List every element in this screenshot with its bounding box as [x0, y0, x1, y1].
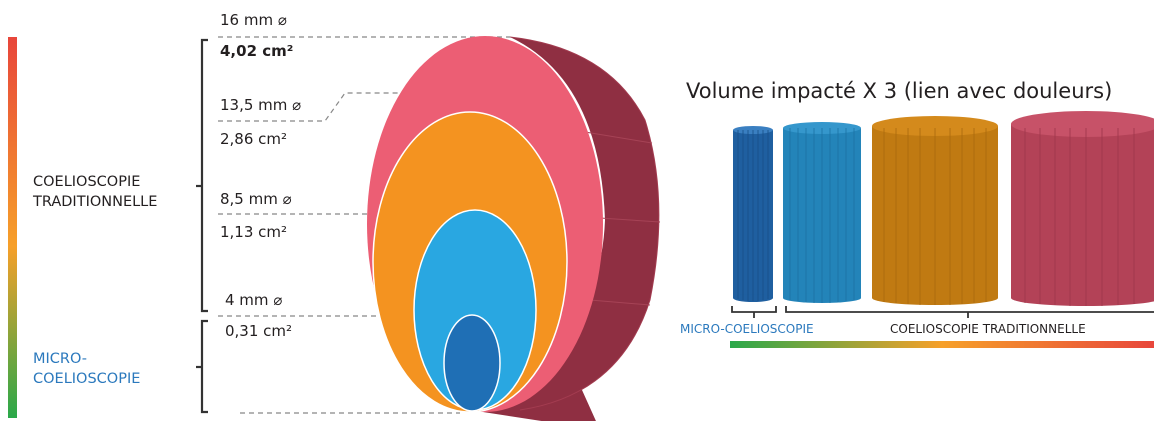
- size-13-5mm-diameter: 13,5 mm ⌀: [220, 97, 301, 114]
- size-8-5mm-area: 1,13 cm²: [220, 223, 288, 241]
- diameter-value: 16 mm: [220, 11, 274, 29]
- size-4mm-area: 0,31 cm²: [225, 322, 293, 340]
- cylinder-13-5mm: [872, 116, 998, 305]
- cylinder-micro: [733, 126, 773, 302]
- left-gradient-bar: [8, 37, 17, 418]
- volume-label-traditional: COELIOSCOPIE TRADITIONNELLE: [890, 322, 1086, 336]
- size-4mm-diameter: 4 mm ⌀: [225, 292, 282, 309]
- leader-lines: [218, 36, 510, 414]
- diameter-value: 8,5 mm: [220, 190, 278, 208]
- cylinder-8-5mm: [783, 122, 861, 303]
- bracket-traditional: [196, 38, 208, 313]
- diameter-icon: ⌀: [277, 11, 287, 29]
- size-13-5mm-area: 2,86 cm²: [220, 130, 288, 148]
- category-micro: MICRO- COELIOSCOPIE: [33, 349, 140, 389]
- category-traditional-line2: TRADITIONNELLE: [33, 194, 158, 210]
- diameter-icon: ⌀: [273, 291, 283, 309]
- cylinder-16mm: [1011, 111, 1154, 306]
- bracket-volume-traditional: [785, 306, 1154, 318]
- volume-title: Volume impacté X 3 (lien avec douleurs): [686, 79, 1113, 103]
- bracket-volume-micro: [731, 306, 777, 318]
- diameter-icon: ⌀: [292, 96, 302, 114]
- volume-label-micro: MICRO-COELIOSCOPIE: [680, 322, 814, 336]
- diameter-icon: ⌀: [282, 190, 292, 208]
- diameter-value: 13,5 mm: [220, 96, 288, 114]
- size-16mm-area: 4,02 cm²: [220, 42, 294, 60]
- bottom-gradient-bar: [730, 341, 1154, 348]
- size-8-5mm-diameter: 8,5 mm ⌀: [220, 191, 292, 208]
- size-16mm-diameter: 16 mm ⌀: [220, 12, 287, 29]
- category-micro-line2: COELIOSCOPIE: [33, 371, 141, 387]
- category-micro-line1: MICRO-: [33, 351, 88, 367]
- disc-4mm: [443, 314, 501, 412]
- category-traditional: COELIOSCOPIE TRADITIONNELLE: [33, 172, 157, 212]
- disc-side-lines: [584, 131, 661, 306]
- bracket-micro: [196, 319, 208, 414]
- diameter-value: 4 mm: [225, 291, 269, 309]
- category-traditional-line1: COELIOSCOPIE: [33, 174, 141, 190]
